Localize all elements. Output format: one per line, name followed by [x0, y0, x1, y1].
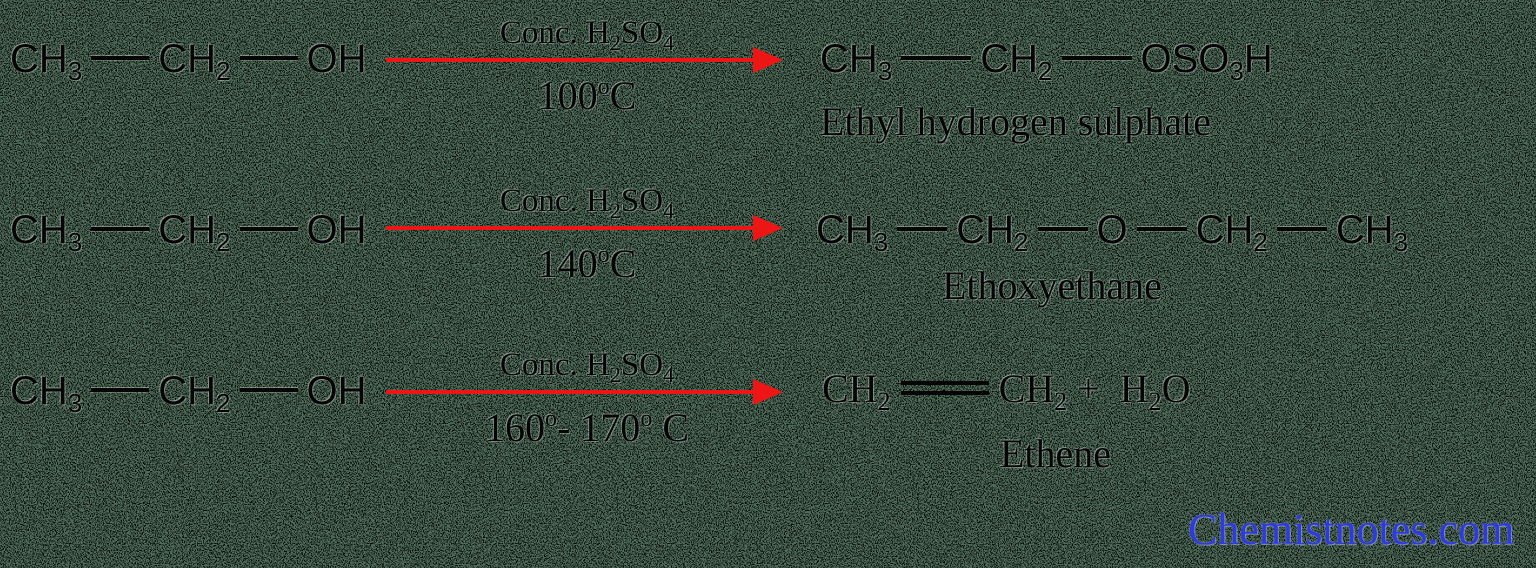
condition-label-conc-h2so4-3: Conc. H2SO4: [499, 347, 675, 387]
temperature-label-3: 160o- 170o C: [484, 405, 689, 450]
temperature-label-2: 140oC: [537, 241, 637, 286]
condition-label-conc-h2so4-1: Conc. H2SO4: [499, 15, 675, 55]
reactant-formula-ethanol-1: CH3 CH2 OH: [10, 37, 367, 86]
product-formula-ethene-water: CH2 CH2 + H2O: [822, 366, 1191, 416]
product-name-3: Ethene: [1000, 431, 1112, 476]
arrowhead-icon-3: [753, 379, 783, 405]
product-name-2: Ethoxyethane: [942, 263, 1162, 308]
reaction-arrow-group-3: Conc. H2SO4 160o- 170o C: [386, 346, 788, 450]
product-formula-ethyl-hydrogen-sulphate: CH3 CH2 OSO3H: [820, 37, 1273, 86]
condition-label-conc-h2so4-2: Conc. H2SO4: [499, 183, 675, 223]
temperature-label-1: 100oC: [537, 73, 637, 118]
reactant-formula-ethanol-3: CH3 CH2 OH: [10, 369, 367, 418]
watermark-chemistnotes: Chemistnotes.com: [1188, 505, 1515, 554]
arrowhead-icon-1: [753, 47, 783, 73]
arrowhead-icon-2: [753, 215, 783, 241]
reaction-arrow-3: [386, 379, 783, 405]
product-name-1: Ethyl hydrogen sulphate: [820, 99, 1212, 144]
reaction-arrow-group-1: Conc. H2SO4 100oC: [386, 14, 788, 118]
reaction-arrow-group-2: Conc. H2SO4 140oC: [386, 182, 788, 286]
product-formula-ethoxyethane: CH3 CH2 O CH2 CH3: [816, 208, 1409, 257]
reaction-arrow-1: [386, 47, 783, 73]
reaction-arrow-2: [386, 215, 783, 241]
reactant-formula-ethanol-2: CH3 CH2 OH: [10, 208, 367, 257]
